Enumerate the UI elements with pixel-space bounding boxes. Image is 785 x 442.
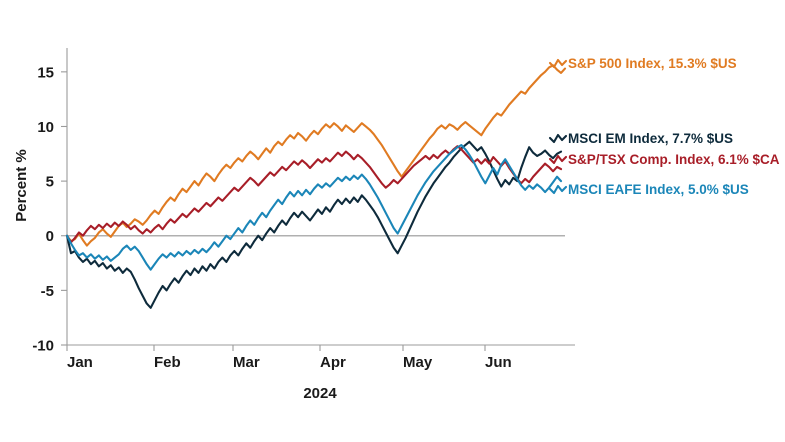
x-axis-tick-label: Jan	[67, 354, 93, 371]
x-axis-tick-label: Mar	[233, 354, 260, 371]
y-axis-title: Percent %	[13, 149, 30, 222]
series-line-1	[65, 64, 567, 247]
x-axis-title: 2024	[303, 385, 337, 402]
series-line-4	[65, 144, 563, 271]
series-line-2	[65, 140, 563, 309]
x-axis-tick-label: May	[403, 354, 433, 371]
legend-marker-1	[548, 58, 568, 69]
y-axis-tick-label: 5	[46, 174, 54, 191]
legend-marker-4	[548, 184, 568, 195]
legend-marker-3	[548, 154, 568, 165]
legend-label-3: S&P/TSX Comp. Index, 6.1% $CA	[568, 152, 780, 167]
axis-titles: Percent % 2024	[13, 149, 337, 402]
legend-label-1: S&P 500 Index, 15.3% $US	[568, 56, 737, 71]
legend-marker-2	[548, 133, 568, 144]
x-axis-tick-label: Jun	[485, 354, 512, 371]
y-axis-tick-labels: 15 10 5 0 -5 -10	[32, 64, 54, 354]
series-inline-legend: S&P 500 Index, 15.3% $US MSCI EM Index, 7…	[548, 56, 780, 197]
series-line-3	[65, 145, 563, 244]
y-axis-tick-label: 10	[37, 119, 54, 136]
chart-series-lines	[65, 64, 567, 309]
x-axis-tick-labels: Jan Feb Mar Apr May Jun	[67, 354, 512, 371]
x-axis-tick-label: Apr	[320, 354, 346, 371]
legend-label-2: MSCI EM Index, 7.7% $US	[568, 131, 733, 146]
y-axis-tick-label: -5	[41, 283, 54, 300]
legend-label-4: MSCI EAFE Index, 5.0% $US	[568, 182, 749, 197]
x-axis-tick-label: Feb	[154, 354, 181, 371]
y-axis-tick-label: 15	[37, 64, 54, 81]
y-axis-tick-label: -10	[32, 338, 54, 355]
chart-axes	[61, 48, 575, 351]
y-axis-tick-label: 0	[46, 228, 54, 245]
